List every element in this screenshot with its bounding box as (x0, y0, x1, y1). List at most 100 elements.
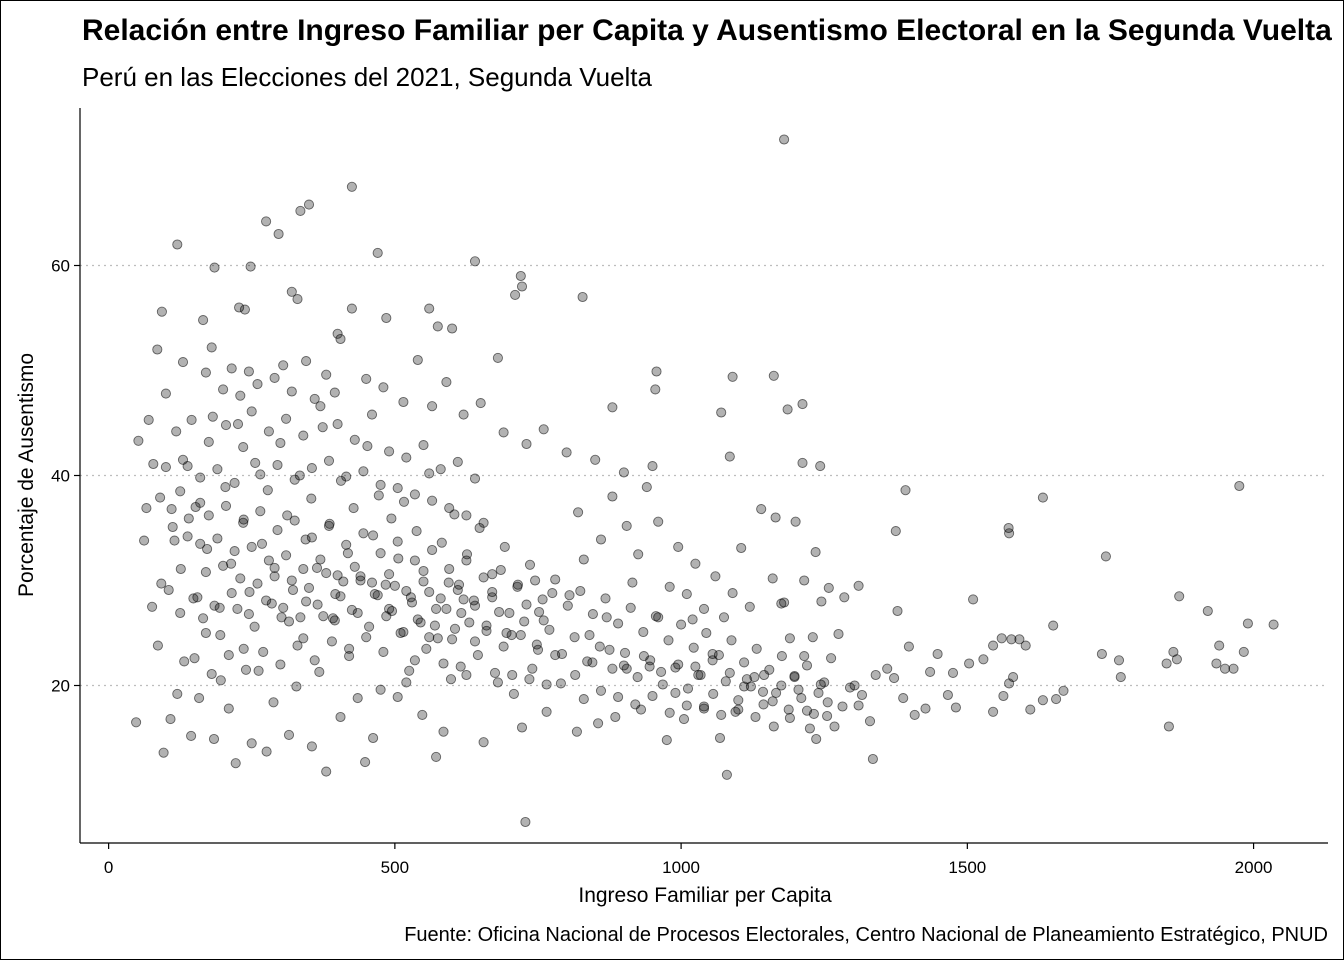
x-ticks: 0 500 1000 1500 2000 (104, 843, 1272, 877)
data-point (698, 603, 710, 614)
data-point (515, 630, 526, 641)
data-point (452, 456, 463, 467)
data-point (538, 424, 549, 435)
data-point (263, 555, 274, 566)
data-point (404, 665, 415, 676)
data-point (172, 239, 183, 250)
data-point (230, 758, 241, 769)
data-point (900, 485, 911, 496)
data-point (303, 199, 315, 210)
data-point (266, 598, 277, 609)
data-point (595, 685, 607, 696)
data-point (335, 333, 346, 345)
data-point (767, 696, 778, 707)
data-point (547, 588, 558, 599)
data-point (520, 816, 531, 828)
data-point (238, 643, 249, 654)
data-point (826, 653, 837, 664)
data-point (1202, 605, 1213, 617)
data-point (638, 626, 649, 638)
data-point (261, 216, 272, 227)
data-point (537, 594, 548, 605)
data-point (321, 766, 332, 777)
y-tick-label: 40 (51, 467, 70, 486)
data-point (469, 600, 481, 611)
data-point (638, 651, 649, 662)
data-point (352, 693, 363, 704)
data-point (651, 366, 662, 377)
data-point (375, 479, 386, 490)
data-point (998, 690, 1009, 702)
data-point (203, 436, 214, 447)
data-point (443, 577, 454, 588)
data-point (1163, 721, 1174, 732)
data-point (323, 520, 335, 531)
data-point (1004, 528, 1015, 539)
data-point (538, 615, 549, 626)
data-point (898, 693, 909, 704)
data-point (441, 603, 452, 614)
data-point (478, 517, 489, 528)
data-point (571, 726, 582, 737)
data-point (512, 579, 523, 590)
data-point (681, 700, 692, 711)
data-point (1228, 663, 1239, 674)
data-point (988, 706, 999, 717)
data-point (235, 390, 246, 401)
data-point (613, 618, 624, 629)
data-point (253, 665, 264, 676)
data-point (521, 438, 532, 450)
data-point (498, 427, 509, 438)
data-point (309, 655, 320, 666)
data-point (298, 563, 309, 575)
data-point (630, 699, 641, 710)
data-point (690, 558, 701, 569)
data-point (882, 663, 893, 674)
data-point (406, 597, 418, 608)
data-point (172, 688, 183, 699)
data-point (541, 679, 552, 690)
data-point (401, 585, 412, 597)
data-point (243, 366, 254, 377)
data-point (141, 503, 152, 514)
data-point (214, 602, 225, 613)
data-point (234, 302, 245, 313)
data-point (594, 641, 605, 652)
data-point (329, 387, 340, 398)
data-point (756, 504, 767, 515)
data-point (768, 370, 779, 381)
data-point (156, 578, 167, 589)
data-point (627, 577, 638, 588)
data-point (190, 501, 201, 513)
data-point (498, 641, 509, 652)
data-point (314, 666, 325, 677)
data-point (1025, 704, 1036, 715)
data-point (532, 644, 544, 655)
data-point (807, 632, 818, 643)
data-point (169, 535, 180, 546)
data-point (160, 388, 171, 399)
data-point (804, 723, 815, 734)
data-point (401, 452, 412, 463)
data-point (604, 644, 615, 655)
data-point (133, 435, 144, 446)
data-point (499, 541, 510, 552)
data-point (268, 697, 279, 708)
data-point (673, 541, 684, 552)
data-point (226, 558, 237, 569)
data-point (289, 474, 300, 485)
data-point (431, 603, 442, 614)
data-point (287, 584, 299, 596)
y-axis-label: Porcentaje de Ausentismo (15, 353, 38, 597)
data-point (269, 571, 280, 582)
data-point (741, 674, 752, 685)
data-point (436, 537, 447, 548)
data-point (519, 616, 530, 627)
data-point (726, 635, 737, 646)
data-point (418, 565, 429, 577)
data-point (432, 321, 443, 332)
data-point (570, 669, 581, 681)
data-point (212, 464, 223, 475)
data-point (401, 677, 412, 688)
data-point (813, 687, 824, 698)
